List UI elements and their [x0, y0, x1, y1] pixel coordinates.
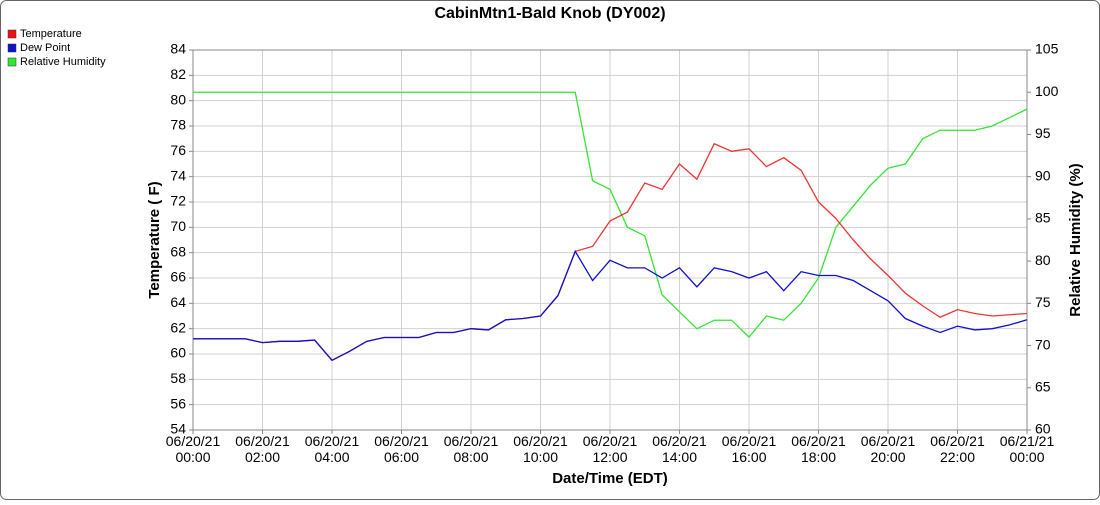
y-tick-label: 64 — [170, 294, 186, 310]
x-tick-label: 06/20/21 06:00 — [374, 433, 429, 465]
y-tick-label: 74 — [170, 167, 186, 183]
y2-axis-title: Relative Humidity (%) — [1067, 163, 1084, 316]
legend-swatch — [7, 43, 17, 53]
y2-tick-label: 95 — [1035, 125, 1051, 141]
series-line — [193, 91, 1028, 339]
x-tick-label: 06/20/21 14:00 — [652, 433, 707, 465]
y2-tick-label: 75 — [1035, 294, 1051, 310]
y-tick-label: 70 — [170, 218, 186, 234]
x-tick-label: 06/20/21 16:00 — [722, 433, 777, 465]
legend-swatch — [7, 57, 17, 67]
y2-tick-label: 105 — [1035, 41, 1059, 57]
x-tick-label: 06/20/21 20:00 — [861, 433, 916, 465]
y-tick-label: 84 — [170, 41, 186, 57]
y-tick-label: 54 — [170, 421, 186, 437]
legend-label: Temperature — [20, 28, 82, 40]
legend-label: Dew Point — [20, 42, 70, 54]
y-axis-title: Temperature ( F) — [146, 181, 163, 298]
plot-border — [192, 49, 1028, 431]
y2-tick-label: 70 — [1035, 336, 1051, 352]
x-tick-label: 06/20/21 10:00 — [513, 433, 568, 465]
y-tick-label: 56 — [170, 395, 186, 411]
x-tick-label: 06/20/21 22:00 — [930, 433, 985, 465]
y2-tick-label: 100 — [1035, 83, 1059, 99]
x-tick-label: 06/20/21 04:00 — [305, 433, 360, 465]
y-tick-label: 82 — [170, 66, 186, 82]
y-tick-label: 62 — [170, 319, 186, 335]
y2-tick-label: 65 — [1035, 378, 1051, 394]
y2-tick-label: 60 — [1035, 421, 1051, 437]
x-tick-label: 06/21/21 00:00 — [1000, 433, 1055, 465]
x-axis-title: Date/Time (EDT) — [552, 470, 668, 487]
y2-tick-label: 85 — [1035, 210, 1051, 226]
x-tick-label: 06/20/21 12:00 — [583, 433, 638, 465]
y-tick-label: 80 — [170, 91, 186, 107]
y-tick-label: 58 — [170, 370, 186, 386]
y-tick-label: 76 — [170, 142, 186, 158]
y-tick-label: 66 — [170, 269, 186, 285]
y-tick-label: 68 — [170, 243, 186, 259]
x-tick-label: 06/20/21 00:00 — [166, 433, 221, 465]
y-tick-label: 72 — [170, 193, 186, 209]
series-line — [193, 249, 1028, 362]
legend-label: Relative Humidity — [20, 56, 106, 68]
y2-tick-label: 90 — [1035, 167, 1051, 183]
x-tick-label: 06/20/21 02:00 — [235, 433, 290, 465]
y-tick-label: 78 — [170, 117, 186, 133]
y2-tick-label: 80 — [1035, 252, 1051, 268]
legend-swatch — [7, 29, 17, 39]
y-tick-label: 60 — [170, 345, 186, 361]
x-tick-label: 06/20/21 08:00 — [444, 433, 499, 465]
x-tick-label: 06/20/21 18:00 — [791, 433, 846, 465]
chart-title: CabinMtn1-Bald Knob (DY002) — [434, 5, 665, 22]
